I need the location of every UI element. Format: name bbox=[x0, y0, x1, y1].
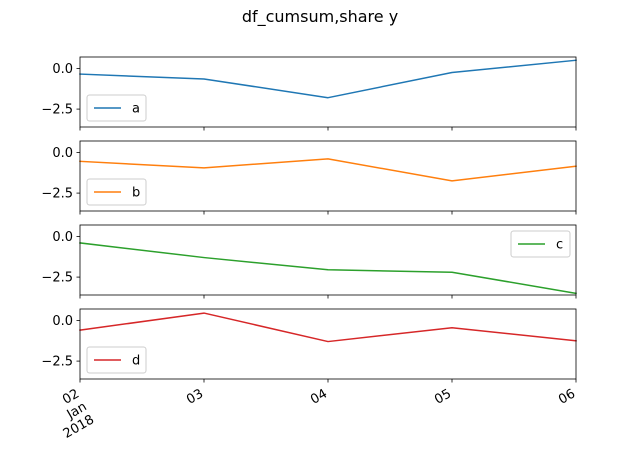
subplot-c: 0.0 −2.5 c bbox=[41, 224, 577, 299]
axes-frame bbox=[79, 56, 577, 128]
y-tick-label: 0.0 bbox=[52, 230, 73, 245]
legend-label-c: c bbox=[556, 238, 563, 253]
chart-title: df_cumsum,share y bbox=[242, 7, 398, 27]
x-tick-label-line: 03 bbox=[184, 386, 206, 407]
legend-a: a bbox=[86, 94, 147, 122]
series-line-c bbox=[79, 242, 577, 295]
subplot-d: 0.0 −2.5 d bbox=[41, 308, 577, 383]
x-tick-label-line: 05 bbox=[432, 386, 454, 407]
x-tick-label: 02Jan2018 bbox=[46, 386, 97, 441]
x-tick-label: 06 bbox=[556, 386, 578, 407]
legend-label-b: b bbox=[132, 186, 140, 201]
subplot-a: 0.0 −2.5 a bbox=[41, 56, 577, 131]
legend-d: d bbox=[86, 346, 147, 374]
axes-frame bbox=[79, 140, 577, 212]
series-line-a bbox=[79, 59, 577, 99]
x-tick-label-line: 02 bbox=[60, 386, 82, 407]
y-tick-label: −2.5 bbox=[41, 103, 73, 118]
x-tick-label: 04 bbox=[308, 386, 330, 407]
axes-container: 0.0 −2.5 a 0.0 −2.5 b 0.0 −2.5 c 0.0 −2.5 d bbox=[41, 56, 577, 383]
legend-label-d: d bbox=[132, 354, 140, 369]
series-line-d bbox=[79, 312, 577, 343]
y-tick-label: 0.0 bbox=[52, 314, 73, 329]
x-tick-label-line: 04 bbox=[308, 386, 330, 407]
subplot-b: 0.0 −2.5 b bbox=[41, 140, 577, 215]
y-tick-label: 0.0 bbox=[52, 146, 73, 161]
y-tick-label: 0.0 bbox=[52, 62, 73, 77]
y-tick-label: −2.5 bbox=[41, 271, 73, 286]
legend-b: b bbox=[86, 178, 147, 206]
axes-frame bbox=[79, 308, 577, 380]
x-tick-label-line: 06 bbox=[556, 386, 578, 407]
axes-frame bbox=[79, 224, 577, 296]
x-tick-label: 05 bbox=[432, 386, 454, 407]
legend-c: c bbox=[510, 230, 571, 258]
y-tick-label: −2.5 bbox=[41, 355, 73, 370]
series-line-b bbox=[79, 158, 577, 182]
y-tick-label: −2.5 bbox=[41, 187, 73, 202]
legend-label-a: a bbox=[132, 102, 140, 117]
x-tick-label: 03 bbox=[184, 386, 206, 407]
x-axis: 02Jan2018 03 04 05 06 bbox=[46, 386, 578, 441]
